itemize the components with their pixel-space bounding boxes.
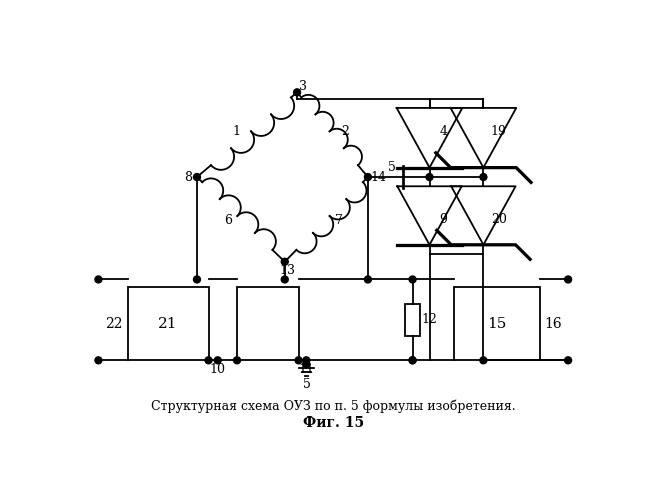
Circle shape — [303, 357, 310, 364]
Circle shape — [95, 276, 102, 283]
Text: Структурная схема ОУЗ по п. 5 формулы изобретения.: Структурная схема ОУЗ по п. 5 формулы из… — [151, 400, 516, 413]
Text: 12: 12 — [422, 314, 437, 326]
Circle shape — [409, 357, 416, 364]
Circle shape — [295, 357, 302, 364]
Circle shape — [193, 276, 201, 283]
Circle shape — [564, 357, 572, 364]
Circle shape — [214, 357, 221, 364]
Text: 5: 5 — [388, 162, 396, 174]
Text: 16: 16 — [544, 316, 562, 330]
Text: 7: 7 — [335, 214, 342, 228]
Circle shape — [281, 276, 288, 283]
Text: 4: 4 — [439, 125, 447, 138]
Circle shape — [365, 174, 371, 180]
Bar — [237, 287, 299, 360]
Circle shape — [409, 276, 416, 283]
Text: 10: 10 — [210, 363, 226, 376]
Circle shape — [480, 174, 487, 180]
Circle shape — [193, 174, 201, 180]
Text: 11: 11 — [298, 363, 314, 376]
Text: 3: 3 — [299, 80, 307, 92]
Text: 14: 14 — [370, 170, 387, 183]
Circle shape — [365, 276, 371, 283]
Text: 15: 15 — [488, 316, 507, 330]
Text: 21: 21 — [158, 316, 178, 330]
Text: 20: 20 — [491, 213, 506, 226]
Text: 19: 19 — [491, 125, 506, 138]
Circle shape — [564, 276, 572, 283]
Circle shape — [480, 357, 487, 364]
Text: 13: 13 — [279, 264, 295, 278]
Circle shape — [409, 357, 416, 364]
Text: Фиг. 15: Фиг. 15 — [303, 416, 364, 430]
Text: 1: 1 — [232, 125, 240, 138]
Text: 5: 5 — [303, 378, 311, 392]
Text: 6: 6 — [225, 214, 232, 228]
Bar — [128, 287, 208, 360]
Bar — [405, 304, 421, 336]
Circle shape — [205, 357, 212, 364]
Bar — [454, 287, 540, 360]
Circle shape — [95, 357, 102, 364]
Text: 22: 22 — [105, 316, 122, 330]
Text: 9: 9 — [439, 213, 447, 226]
Circle shape — [303, 360, 310, 368]
Circle shape — [281, 258, 288, 265]
Circle shape — [426, 174, 433, 180]
Circle shape — [234, 357, 240, 364]
Text: 2: 2 — [341, 125, 349, 138]
Circle shape — [294, 89, 301, 96]
Text: 8: 8 — [184, 170, 192, 183]
